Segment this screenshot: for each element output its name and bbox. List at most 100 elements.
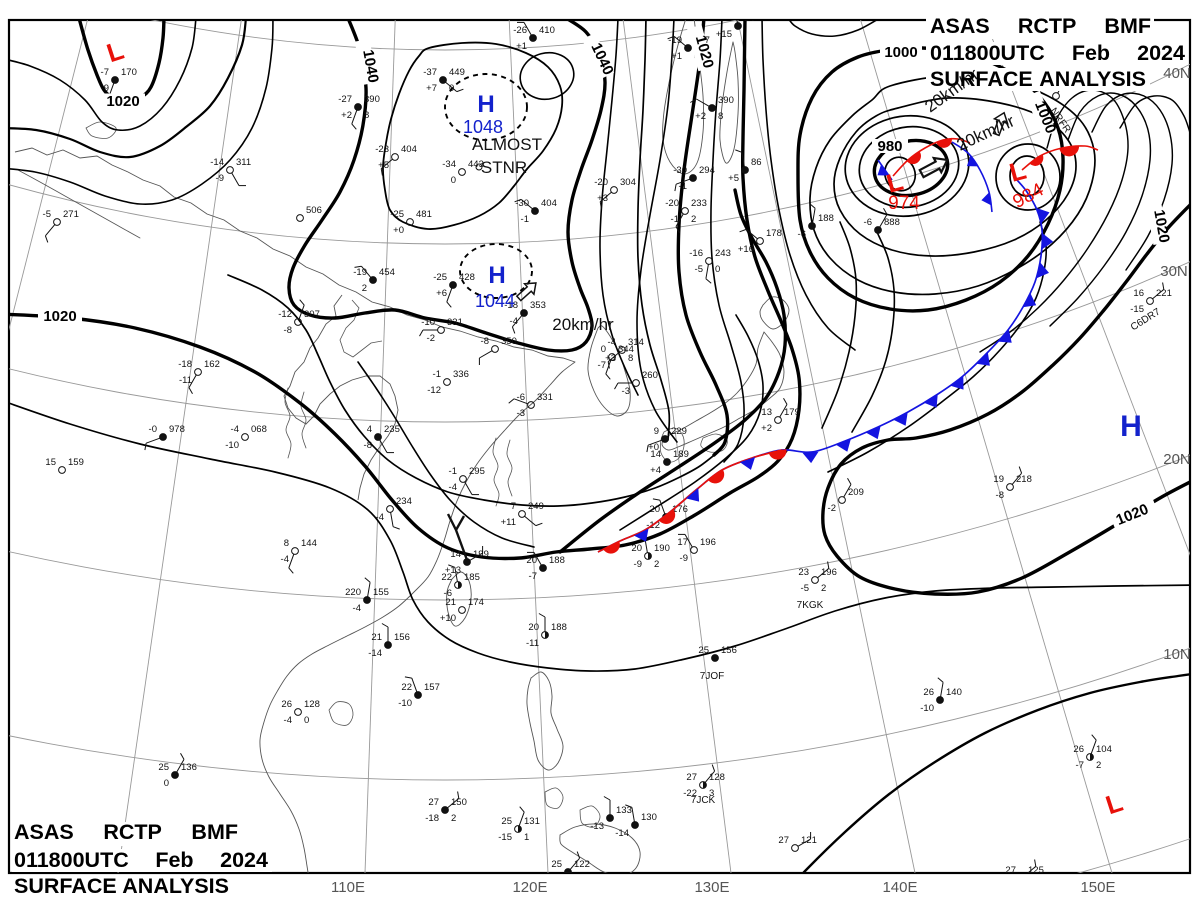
svg-text:27: 27 [428, 797, 439, 808]
svg-text:-6: -6 [517, 392, 525, 403]
svg-text:+2: +2 [695, 111, 706, 122]
svg-text:-10: -10 [421, 317, 435, 328]
svg-text:+6: +6 [436, 288, 447, 299]
svg-text:156: 156 [394, 632, 410, 643]
svg-text:26: 26 [923, 687, 934, 698]
svg-text:1000: 1000 [884, 44, 917, 61]
svg-text:-4: -4 [231, 424, 239, 435]
svg-text:-10: -10 [920, 703, 934, 714]
svg-text:150E: 150E [1080, 879, 1115, 896]
svg-text:229: 229 [671, 426, 687, 437]
svg-text:20km/hr: 20km/hr [552, 315, 614, 334]
svg-text:120E: 120E [512, 879, 547, 896]
svg-text:104: 104 [1096, 744, 1112, 755]
svg-text:980: 980 [877, 138, 902, 155]
svg-text:-26: -26 [513, 25, 527, 36]
svg-text:331: 331 [447, 317, 463, 328]
svg-text:-12: -12 [278, 309, 292, 320]
svg-text:30N: 30N [1160, 263, 1188, 280]
svg-text:-7: -7 [598, 360, 606, 371]
svg-text:196: 196 [700, 537, 716, 548]
svg-text:-15: -15 [1130, 304, 1144, 315]
svg-text:-8: -8 [284, 325, 292, 336]
svg-text:21: 21 [371, 632, 382, 643]
svg-text:23: 23 [798, 567, 809, 578]
svg-text:209: 209 [848, 487, 864, 498]
svg-text:16: 16 [1133, 288, 1144, 299]
svg-text:249: 249 [528, 501, 544, 512]
svg-text:189: 189 [673, 449, 689, 460]
svg-text:-0: -0 [149, 424, 157, 435]
svg-text:3: 3 [709, 788, 714, 799]
svg-text:+5: +5 [728, 173, 739, 184]
svg-text:27: 27 [1005, 865, 1016, 876]
svg-text:-15: -15 [498, 832, 512, 843]
svg-text:0: 0 [449, 83, 454, 94]
svg-text:150: 150 [451, 797, 467, 808]
svg-text:110E: 110E [331, 879, 365, 896]
svg-text:294: 294 [699, 165, 715, 176]
svg-text:20: 20 [526, 555, 537, 566]
svg-text:-18: -18 [178, 359, 192, 370]
svg-text:1040: 1040 [359, 48, 382, 84]
svg-text:974: 974 [888, 193, 920, 214]
svg-text:22: 22 [401, 682, 412, 693]
svg-text:234: 234 [396, 496, 412, 507]
svg-text:-5: -5 [695, 264, 703, 275]
svg-text:176: 176 [672, 504, 688, 515]
svg-text:+10: +10 [440, 613, 456, 624]
svg-text:196: 196 [821, 567, 837, 578]
svg-text:-2: -2 [828, 503, 836, 514]
svg-text:159: 159 [68, 457, 84, 468]
svg-text:+0: +0 [393, 225, 404, 236]
svg-text:1: 1 [524, 832, 529, 843]
svg-text:+16: +16 [738, 244, 754, 255]
svg-text:220: 220 [345, 587, 361, 598]
svg-text:8: 8 [628, 353, 633, 364]
svg-text:-4: -4 [353, 603, 361, 614]
svg-text:25: 25 [158, 762, 169, 773]
svg-text:1020: 1020 [1150, 208, 1173, 244]
svg-text:-1: -1 [521, 214, 529, 225]
svg-text:2: 2 [362, 283, 367, 294]
svg-text:188: 188 [549, 555, 565, 566]
svg-text:353: 353 [530, 300, 546, 311]
svg-text:-14: -14 [615, 828, 629, 839]
svg-text:2: 2 [1096, 760, 1101, 771]
svg-text:26: 26 [281, 699, 292, 710]
svg-text:307: 307 [304, 309, 320, 320]
svg-text:304: 304 [620, 177, 636, 188]
svg-text:221: 221 [1156, 288, 1172, 299]
svg-text:-18: -18 [425, 813, 439, 824]
svg-text:ALMOST: ALMOST [472, 135, 542, 154]
svg-text:+2: +2 [341, 110, 352, 121]
svg-text:15: 15 [45, 457, 56, 468]
svg-text:350: 350 [501, 336, 517, 347]
svg-text:27: 27 [778, 835, 789, 846]
svg-text:140: 140 [946, 687, 962, 698]
svg-text:-3: -3 [622, 386, 630, 397]
svg-text:20: 20 [649, 504, 660, 515]
svg-text:20N: 20N [1163, 451, 1191, 468]
svg-text:156: 156 [721, 645, 737, 656]
svg-text:390: 390 [364, 94, 380, 105]
svg-text:-37: -37 [423, 67, 437, 78]
svg-text:L: L [1006, 155, 1029, 188]
svg-text:314: 314 [628, 337, 644, 348]
svg-text:190: 190 [654, 543, 670, 554]
svg-text:-19: -19 [668, 35, 682, 46]
svg-text:-9: -9 [101, 83, 109, 94]
svg-text:260: 260 [642, 370, 658, 381]
svg-text:+11: +11 [501, 517, 516, 528]
svg-text:-16: -16 [689, 248, 703, 259]
svg-text:0: 0 [451, 175, 456, 186]
svg-text:344: 344 [618, 344, 634, 355]
svg-text:-8: -8 [364, 440, 372, 451]
svg-text:-3: -3 [517, 408, 525, 419]
svg-text:136: 136 [181, 762, 197, 773]
svg-text:144: 144 [301, 538, 317, 549]
svg-text:26: 26 [1073, 744, 1084, 755]
svg-text:188: 188 [551, 622, 567, 633]
svg-text:H: H [488, 262, 505, 289]
svg-text:235: 235 [384, 424, 400, 435]
